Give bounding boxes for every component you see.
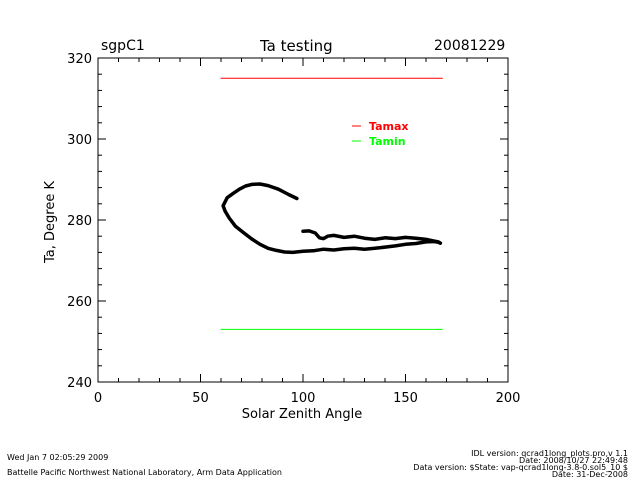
- y-tick-label: 240: [67, 376, 92, 391]
- y-axis-label: Ta, Degree K: [43, 181, 58, 264]
- x-tick-label: 50: [192, 391, 209, 406]
- data-date: Date: 31-Dec-2008: [551, 470, 628, 479]
- organization-label: Battelle Pacific Northwest National Labo…: [7, 468, 282, 477]
- y-tick-label: 260: [67, 295, 92, 310]
- date-label: 20081229: [434, 38, 506, 54]
- series-layer: [220, 77, 443, 330]
- series-line-ta-1: [301, 229, 443, 245]
- legend-label: Tamax: [369, 120, 409, 133]
- x-axis-label: Solar Zenith Angle: [242, 407, 362, 422]
- legend-label: Tamin: [369, 135, 406, 148]
- y-tick-label: 300: [67, 133, 92, 148]
- axes-frame: [97, 57, 509, 383]
- idl-version: IDL version: qcrad1long_plots.pro,v 1.1: [471, 449, 628, 458]
- axis-ticks: 0 50 100 150 200 240 260 280 300 320: [67, 52, 520, 406]
- x-tick-label: 0: [94, 391, 102, 406]
- idl-date: Date: 2008/10/27 22:49:48: [519, 456, 628, 465]
- x-tick-label: 150: [393, 391, 418, 406]
- x-tick-label: 200: [496, 391, 521, 406]
- x-tick-label: 100: [291, 391, 316, 406]
- y-tick-label: 280: [67, 214, 92, 229]
- plot-frame: [97, 57, 509, 383]
- chart-title: Ta testing: [260, 37, 333, 55]
- run-timestamp: Wed Jan 7 02:05:29 2009: [7, 453, 109, 462]
- series-line-ta-0: [221, 182, 443, 255]
- y-tick-label: 320: [67, 52, 92, 67]
- legend: Tamax Tamin: [352, 120, 409, 148]
- site-label: sgpC1: [101, 38, 145, 54]
- data-version: Data version: $State: vap-qcrad1long-3.8…: [413, 463, 628, 472]
